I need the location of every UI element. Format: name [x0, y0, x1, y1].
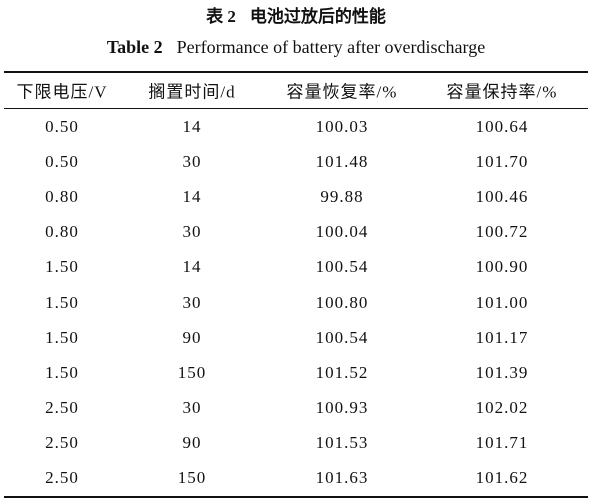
table-cell: 101.00 [475, 292, 529, 312]
table-cell: 30 [182, 292, 202, 312]
table-cell: 30 [182, 398, 202, 418]
table-cell: 101.52 [315, 362, 369, 382]
table-cell: 14 [182, 257, 202, 277]
bottom-rule [4, 496, 588, 498]
table-cell: 1.50 [45, 257, 79, 277]
table-cell: 30 [182, 222, 202, 242]
caption-title: Performance of battery after overdischar… [176, 37, 486, 57]
table-cell: 14 [182, 186, 202, 206]
header-cell: 容量保持率/% [446, 82, 558, 102]
table-cell: 101.70 [475, 151, 529, 171]
table-cell: 1.50 [45, 327, 79, 347]
table-cell: 0.80 [45, 222, 79, 242]
table-cell: 101.39 [475, 362, 529, 382]
table-cell: 0.50 [45, 116, 79, 136]
caption-label: 表 2 [206, 7, 236, 26]
header-rule [4, 108, 588, 109]
table-cell: 100.64 [475, 116, 529, 136]
table-cell: 99.88 [320, 186, 364, 206]
table-cell: 90 [182, 433, 202, 453]
table-cell: 150 [177, 468, 207, 488]
table-cell: 2.50 [45, 468, 79, 488]
table-cell: 101.53 [315, 433, 369, 453]
table-cell: 2.50 [45, 433, 79, 453]
table-cell: 2.50 [45, 398, 79, 418]
table-cell: 0.50 [45, 151, 79, 171]
table-cell: 100.54 [315, 327, 369, 347]
table-cell: 100.93 [315, 398, 369, 418]
top-rule [4, 71, 588, 73]
table-cell: 101.17 [475, 327, 529, 347]
caption-en: Table 2 Performance of battery after over… [0, 37, 592, 58]
table-cell: 1.50 [45, 362, 79, 382]
header-cell: 下限电压/V [16, 82, 108, 102]
header-cell: 搁置时间/d [148, 82, 236, 102]
table-cell: 0.80 [45, 186, 79, 206]
table-cell: 101.48 [315, 151, 369, 171]
table-cell: 100.90 [475, 257, 529, 277]
table-cell: 100.46 [475, 186, 529, 206]
caption-zh: 表 2 电池过放后的性能 [0, 2, 592, 27]
table-cell: 14 [182, 116, 202, 136]
table-cell: 101.71 [475, 433, 529, 453]
table-cell: 90 [182, 327, 202, 347]
table-cell: 100.80 [315, 292, 369, 312]
table-cell: 100.72 [475, 222, 529, 242]
table-cell: 101.63 [315, 468, 369, 488]
table-cell: 102.02 [475, 398, 529, 418]
table-cell: 100.04 [315, 222, 369, 242]
table-cell: 100.54 [315, 257, 369, 277]
header-cell: 容量恢复率/% [286, 82, 398, 102]
table-cell: 1.50 [45, 292, 79, 312]
caption-title: 电池过放后的性能 [249, 7, 386, 26]
table-cell: 101.62 [475, 468, 529, 488]
caption-label: Table 2 [106, 37, 163, 57]
table-cell: 30 [182, 151, 202, 171]
table-cell: 100.03 [315, 116, 369, 136]
table-cell: 150 [177, 362, 207, 382]
